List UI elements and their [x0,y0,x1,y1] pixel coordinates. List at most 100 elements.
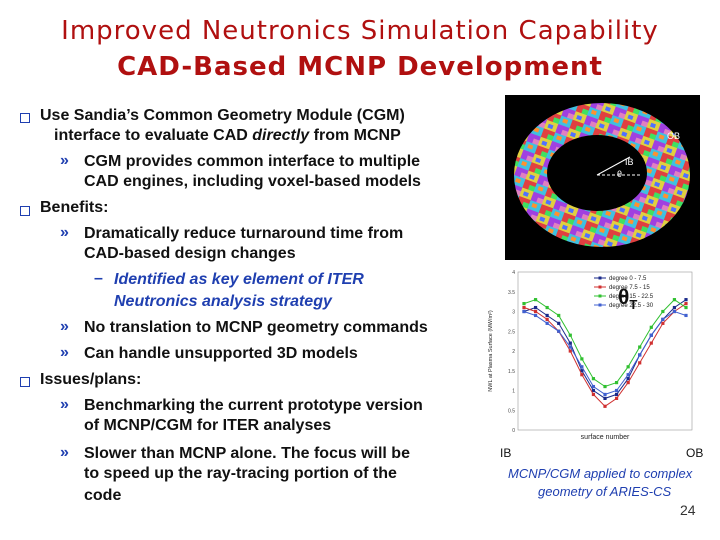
sub-bullet-arrow-icon: » [60,152,69,169]
data-point [672,298,677,302]
data-point [603,396,607,400]
y-tick-label: 1.5 [508,369,515,375]
data-point [684,305,688,310]
sub-bullet-arrow-icon: » [60,344,69,361]
title-line-2: CAD-Based MCNP Development [117,52,603,82]
data-point [614,388,619,393]
legend-marker [598,303,602,307]
sub-sub-bullet-dash-icon: – [94,270,103,287]
data-point [649,341,653,345]
data-point [638,345,642,349]
figure-caption-line-2: geometry of ARIES-CS [538,484,672,499]
sub-bullet-arrow-icon: » [60,224,69,241]
bullet-1-line-1: Use Sandia’s Common Geometry Module (CGM… [40,107,405,124]
data-point [672,309,677,314]
data-point [522,302,526,306]
data-point [603,392,607,397]
figure-caption-line-1: MCNP/CGM applied to complex [508,466,693,481]
data-point [568,349,572,353]
data-point [661,317,665,321]
data-point [557,321,561,325]
data-point [684,313,688,318]
page-number: 24 [680,502,696,518]
plot-frame [517,271,693,431]
data-point [580,373,584,377]
y-tick-label: 2 [512,349,515,355]
data-point [522,305,526,310]
legend-marker [598,294,602,298]
bullet-3-sub-2-line-3: code [84,487,122,504]
theta-t-label: θT [618,286,638,313]
bullet-1-sub-1-line-1: CGM provides common interface to multipl… [84,153,421,170]
data-point [672,305,677,310]
data-point [545,313,549,318]
title-line-1: Improved Neutronics Simulation Capabilit… [61,16,659,46]
bullet-2-subsub-line-1: Identified as key element of ITER [114,271,364,288]
y-tick-label: 3.5 [508,290,515,296]
bullet-2-sub-1-line-2: CAD-based design changes [84,245,296,262]
data-point [545,317,549,321]
nwl-line-chart: 4 3.5 3 2.5 2 1.5 1 0.5 0 NWL at Plasma Surface (… [482,262,700,441]
aries-cs-torus-image: OB IB θ [505,95,700,260]
data-point [649,333,653,337]
data-point [614,392,619,397]
data-point [684,298,688,302]
data-point [626,373,630,377]
bullet-2-line-1: Benefits: [40,199,109,216]
checkbox-bullet-icon [20,377,30,387]
data-point [545,305,549,310]
bullet-2-sub-3: Can handle unsupported 3D models [84,345,358,362]
bullet-3-line-1: Issues/plans: [40,371,142,388]
data-point [568,345,572,349]
data-point [533,305,538,310]
data-point [580,357,584,361]
legend-entry: degree 22.5 - 30 [609,303,654,309]
data-point [533,313,538,318]
sub-bullet-arrow-icon: » [60,396,69,413]
data-point [557,313,561,318]
data-point [614,396,619,400]
data-point [614,381,619,385]
torus-theta-label: θ [617,169,622,179]
data-point [522,309,526,314]
data-point [684,302,688,306]
bullet-2-sub-2: No translation to MCNP geometry commands [84,319,428,336]
chart-ob-label: OB [686,446,704,460]
y-tick-label: 4 [512,270,515,276]
bullet-3-sub-1-line-1: Benchmarking the current prototype versi… [84,397,423,414]
data-point [580,365,584,369]
data-point [557,329,561,333]
data-point [533,309,538,314]
data-point [638,361,642,365]
legend-entry: degree 0 - 7.5 [609,276,647,282]
bullet-2-sub-1-line-1: Dramatically reduce turnaround time from [84,225,404,242]
y-tick-label: 0.5 [508,408,515,414]
data-point [638,353,642,357]
bullet-3-sub-2-line-2: to speed up the ray-tracing portion of t… [84,465,397,482]
data-point [661,321,665,325]
data-point [591,384,596,389]
data-point [603,384,607,389]
torus-ob-label: OB [667,131,680,141]
data-point [626,381,630,385]
bullet-3-sub-1-line-2: of MCNP/CGM for ITER analyses [84,417,332,434]
data-point [591,392,596,397]
data-point [591,377,596,381]
bullet-2-subsub-line-2: Neutronics analysis strategy [114,293,332,310]
data-point [545,321,549,325]
legend-entry: degree 7.5 - 15 [609,285,650,291]
y-tick-label: 0 [512,428,515,434]
legend-entry: degree 15 - 22.5 [609,294,654,300]
data-point [568,341,572,345]
bullet-1-sub-1-line-2: CAD engines, including voxel-based model… [84,173,421,190]
data-point [591,388,596,393]
data-point [649,325,653,329]
y-axis-label: NWL at Plasma Surface (MW/m²) [488,310,494,392]
y-tick-label: 3 [512,310,515,316]
torus-ib-label: IB [625,157,634,167]
checkbox-bullet-icon [20,206,30,216]
data-point [533,298,538,302]
chart-ib-label: IB [500,446,512,460]
legend-marker [598,285,602,289]
legend-marker [598,276,602,280]
